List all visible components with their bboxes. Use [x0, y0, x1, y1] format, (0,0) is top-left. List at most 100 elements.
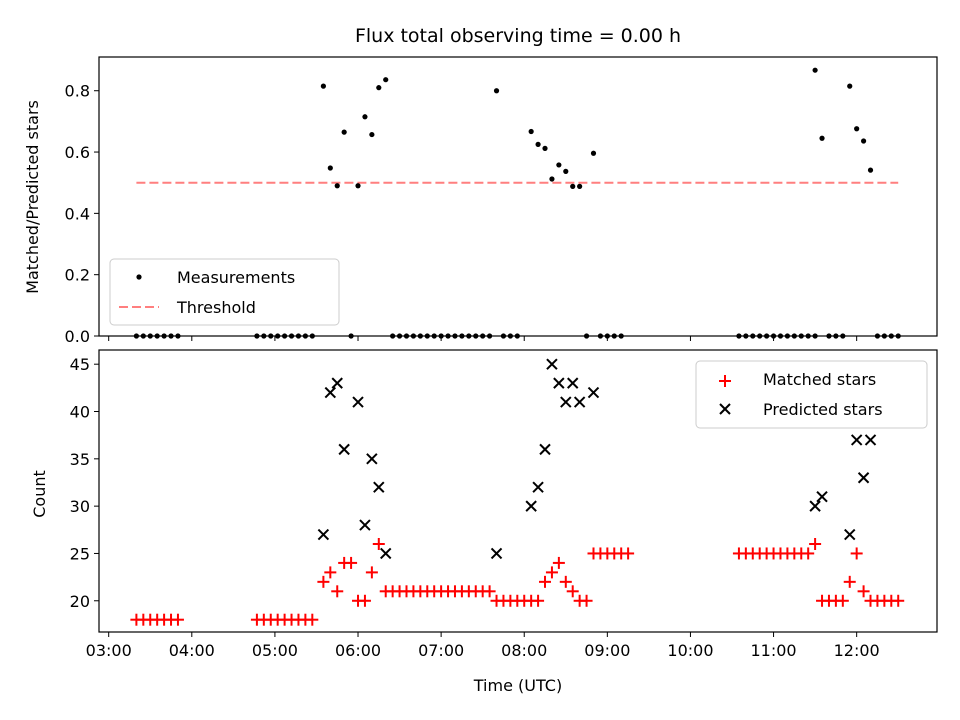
legend-threshold-label: Threshold [176, 298, 256, 317]
matched-star-point [559, 575, 572, 588]
measurement-point [563, 168, 569, 174]
bottom-x-tick-label: 12:00 [834, 641, 880, 660]
measurement-point [812, 67, 818, 73]
predicted-star-point [587, 386, 600, 399]
bottom-x-tick-label: 06:00 [335, 641, 381, 660]
predicted-star-point [324, 386, 337, 399]
bottom-y-tick-label: 20 [70, 592, 90, 611]
predicted-star-point [373, 481, 385, 493]
predicted-star-point [809, 500, 821, 512]
measurement-point [542, 145, 548, 151]
measurement-point [334, 183, 340, 189]
top-y-tick-label: 0.8 [65, 82, 90, 101]
predicted-star-point [317, 528, 330, 541]
predicted-star-point [850, 434, 863, 446]
top-y-tick-label: 0.2 [65, 266, 90, 285]
predicted-star-point [539, 443, 551, 456]
bottom-legend-box [695, 360, 928, 429]
measurement-point [355, 183, 361, 189]
predicted-star-point [546, 358, 558, 370]
predicted-star-point [567, 377, 579, 389]
legend-matched-marker [719, 375, 731, 387]
measurement-point [376, 85, 382, 91]
measurement-point [362, 114, 368, 120]
matched-star-point [566, 585, 579, 598]
legend-predicted-marker [719, 403, 731, 415]
matched-star-point [345, 556, 358, 569]
predicted-star-point [359, 519, 371, 531]
bottom-x-tick-label: 04:00 [169, 641, 215, 660]
matched-star-point [532, 594, 545, 607]
measurement-point [570, 183, 576, 189]
bottom-legend: Matched stars Predicted stars [695, 360, 928, 429]
matched-star-point [802, 547, 815, 560]
measurement-point [528, 128, 534, 135]
matched-star-point [892, 594, 905, 607]
matched-star-point [552, 556, 565, 569]
matched-star-point [365, 566, 378, 579]
measurement-point [320, 83, 326, 89]
top-y-axis-label: Matched/Predicted stars [23, 100, 42, 294]
top-y-tick-label: 0.0 [65, 327, 90, 346]
matched-star-point [622, 547, 635, 560]
bottom-x-tick-label: 05:00 [252, 641, 298, 660]
legend-measurements-marker [136, 274, 142, 280]
bottom-x-tick-label: 07:00 [418, 641, 464, 660]
matched-star-point [539, 575, 552, 588]
predicted-star-point [816, 490, 828, 503]
matched-star-point [850, 547, 863, 560]
bottom-y-tick-label: 45 [70, 355, 90, 374]
bottom-y-ticks: 20 25 30 35 40 45 [70, 355, 99, 611]
measurement-point [847, 83, 853, 89]
legend-predicted-label: Predicted stars [763, 400, 883, 419]
matched-star-point [836, 594, 849, 607]
measurement-point [854, 126, 860, 132]
top-axes-frame [98, 56, 938, 337]
matched-star-point [545, 566, 558, 579]
top-y-tick-label: 0.4 [65, 204, 90, 223]
measurement-point [860, 138, 867, 144]
bottom-y-tick-label: 30 [70, 497, 90, 516]
bottom-x-tick-label: 11:00 [751, 641, 797, 660]
predicted-star-point [352, 396, 364, 408]
bottom-y-tick-label: 25 [70, 544, 90, 563]
predicted-star-point [553, 377, 565, 389]
bottom-x-axis-label: Time (UTC) [473, 676, 562, 695]
predicted-star-point [338, 443, 350, 456]
top-x-ticks [108, 336, 858, 341]
measurement-point [535, 141, 541, 147]
bottom-plot-marks [130, 358, 905, 626]
predicted-star-point [864, 434, 877, 446]
predicted-star-point [532, 481, 544, 493]
predicted-star-point [857, 472, 870, 484]
legend-matched-label: Matched stars [763, 370, 876, 389]
bottom-axes-frame [98, 349, 938, 633]
bottom-y-axis-label: Count [30, 470, 49, 518]
matched-star-point [809, 537, 822, 550]
legend-measurements-label: Measurements [177, 268, 295, 287]
predicted-star-point [844, 528, 856, 541]
measurement-point [819, 135, 825, 141]
measurement-point [549, 176, 555, 182]
matched-star-point [843, 575, 856, 588]
top-plot-marks [133, 67, 901, 339]
predicted-star-point [490, 547, 503, 560]
predicted-star-point [560, 396, 572, 408]
bottom-x-ticks: 03:00 04:00 05:00 06:00 07:00 08:00 09:00 10:00… [86, 632, 880, 660]
measurement-point [327, 165, 333, 171]
matched-star-point [324, 566, 337, 579]
chart-title: Flux total observing time = 0.00 h [355, 25, 681, 47]
predicted-star-point [573, 396, 586, 408]
matched-star-point [857, 585, 870, 598]
matched-star-point [317, 575, 330, 588]
bottom-x-tick-label: 08:00 [501, 641, 547, 660]
bottom-x-tick-label: 10:00 [667, 641, 713, 660]
predicted-star-point [331, 377, 343, 389]
measurement-point [556, 162, 562, 168]
top-y-ticks: 0.0 0.2 0.4 0.6 0.8 [65, 82, 99, 346]
top-legend-box [109, 258, 340, 326]
top-y-tick-label: 0.6 [65, 143, 90, 162]
matched-star-point [306, 613, 319, 626]
